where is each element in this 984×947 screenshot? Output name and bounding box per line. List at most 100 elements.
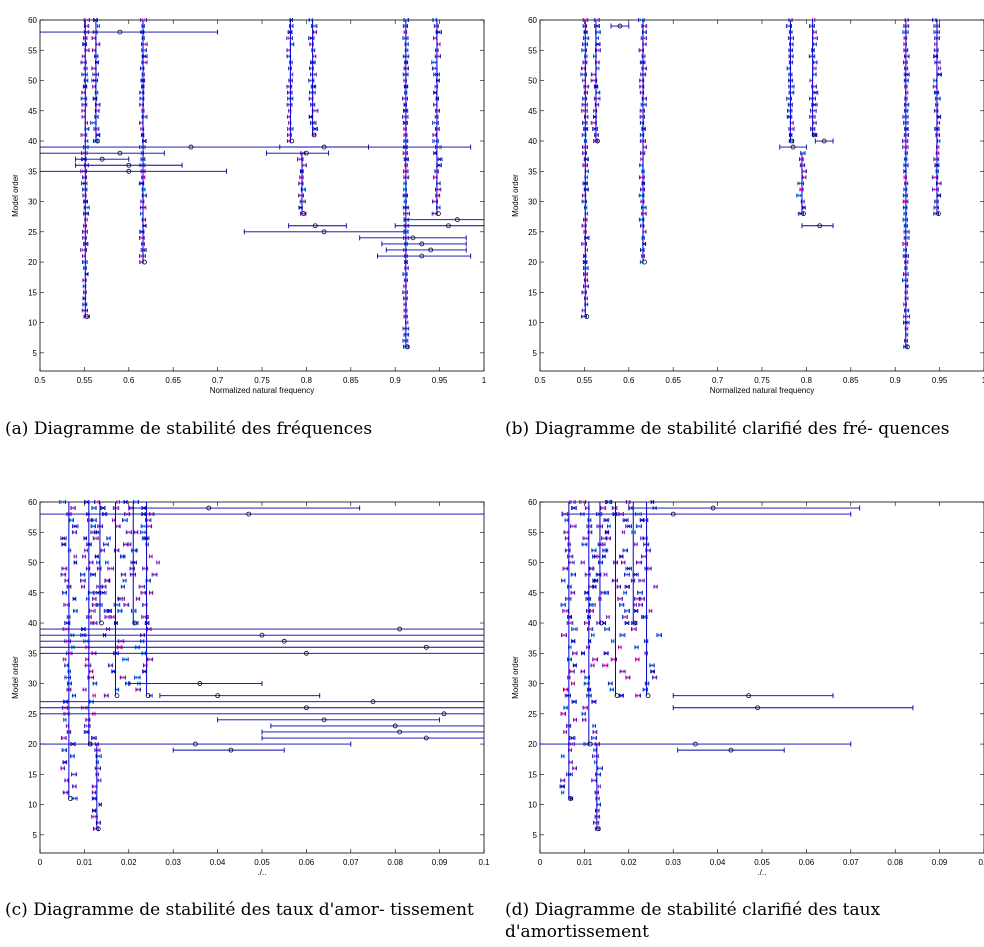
panel-b: 0.50.550.60.650.70.750.80.850.90.9515101…	[510, 10, 984, 402]
pole-mark	[638, 602, 643, 607]
pole-mark	[589, 584, 593, 589]
pole-mark	[616, 584, 621, 589]
pole-mark	[596, 30, 600, 34]
x-tick-label: 0.9	[390, 376, 402, 385]
pole-mark	[593, 748, 597, 753]
x-tick-label: 0.09	[432, 858, 448, 867]
pole-mark	[96, 754, 101, 759]
pole-mark	[642, 145, 647, 149]
x-tick-label: 0.1	[478, 858, 490, 867]
pole-mark	[136, 687, 141, 692]
new-pole-marker	[289, 138, 295, 144]
pole-mark	[95, 760, 100, 765]
pole-mark	[121, 584, 125, 589]
pole-mark	[597, 784, 602, 789]
pole-mark	[641, 54, 646, 59]
outlier-pole	[321, 229, 327, 235]
pole-mark	[83, 536, 88, 541]
pole-mark	[94, 554, 99, 559]
pole-column	[591, 742, 603, 832]
pole-mark	[120, 675, 125, 680]
pole-mark	[560, 790, 565, 795]
pole-mark	[101, 590, 106, 595]
pole-mark	[623, 590, 628, 595]
pole-mark	[600, 542, 605, 547]
pole-mark	[72, 596, 77, 601]
pole-mark	[63, 790, 68, 795]
pole-mark	[141, 590, 146, 595]
pole-mark	[121, 572, 126, 577]
pole-mark	[62, 590, 67, 595]
outlier-pole	[454, 217, 460, 223]
y-tick-label: 30	[28, 680, 37, 689]
outlier-pole	[215, 693, 221, 699]
x-tick-label: 0.06	[299, 858, 315, 867]
pole-mark	[593, 730, 597, 734]
outlier-pole	[126, 162, 132, 168]
pole-mark	[62, 748, 67, 753]
x-axis-label: ./..	[258, 868, 267, 877]
pole-mark	[107, 609, 112, 613]
pole-mark	[102, 584, 106, 589]
x-tick-label: 0.08	[387, 858, 403, 867]
pole-mark	[92, 796, 97, 801]
pole-mark	[93, 681, 97, 686]
outlier-pole	[303, 705, 309, 711]
pole-mark	[813, 90, 818, 95]
y-tick-label: 50	[528, 559, 537, 568]
x-axis-label: Normalized natural frequency	[710, 386, 815, 395]
pole-mark	[604, 530, 609, 535]
pole-mark	[564, 530, 569, 535]
y-tick-label: 5	[533, 349, 538, 358]
pole-mark	[432, 60, 437, 65]
pole-mark	[590, 602, 595, 607]
y-axis-label: Model order	[11, 174, 20, 217]
pole-mark	[560, 778, 565, 783]
y-tick-label: 25	[528, 228, 537, 237]
pole-mark	[561, 578, 566, 583]
x-tick-label: 0.02	[121, 858, 137, 867]
x-tick-label: 0	[538, 858, 543, 867]
y-tick-label: 10	[528, 801, 537, 810]
pole-mark	[626, 500, 631, 504]
pole-mark	[313, 30, 317, 34]
pole-mark	[123, 657, 128, 662]
pole-mark	[146, 578, 151, 583]
pole-mark	[92, 790, 96, 795]
pole-mark	[580, 560, 585, 565]
pole-mark	[932, 84, 937, 89]
pole-column	[638, 18, 648, 265]
pole-mark	[126, 530, 131, 535]
pole-mark	[313, 127, 317, 131]
y-tick-label: 20	[28, 258, 37, 267]
pole-mark	[582, 717, 587, 722]
outlier-pole	[423, 735, 429, 741]
pole-mark	[432, 133, 437, 137]
pole-mark	[141, 187, 146, 192]
pole-mark	[560, 784, 565, 789]
y-tick-label: 35	[28, 649, 37, 658]
pole-mark	[301, 211, 306, 216]
pole-column	[590, 18, 601, 144]
pole-mark	[100, 548, 105, 553]
pole-mark	[595, 90, 600, 95]
pole-mark	[561, 711, 566, 716]
pole-mark	[619, 602, 624, 607]
pole-mark	[563, 705, 568, 710]
pole-mark	[61, 542, 66, 547]
pole-mark	[73, 560, 78, 565]
pole-mark	[433, 90, 438, 95]
pole-mark	[108, 663, 113, 668]
pole-mark	[84, 548, 88, 553]
x-tick-label: 0.8	[801, 376, 813, 385]
x-tick-label: 0.03	[165, 858, 181, 867]
pole-mark	[596, 802, 601, 807]
pole-mark	[89, 560, 93, 565]
pole-mark	[286, 54, 291, 59]
pole-mark	[81, 114, 86, 119]
pole-mark	[142, 54, 147, 59]
pole-mark	[141, 18, 146, 22]
pole-mark	[302, 163, 307, 168]
pole-mark	[591, 120, 596, 125]
chart-c: 0 0.01 0.02 0.03 0.04 0.05 0.06 0.07 0.08 0.09 0.1…	[11, 498, 490, 877]
